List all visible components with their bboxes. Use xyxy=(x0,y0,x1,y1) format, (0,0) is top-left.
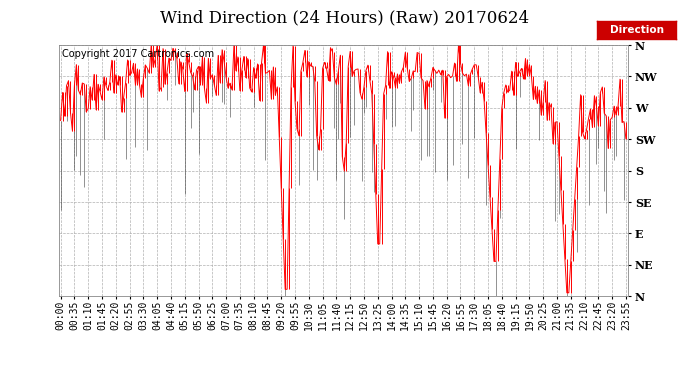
Text: Wind Direction (24 Hours) (Raw) 20170624: Wind Direction (24 Hours) (Raw) 20170624 xyxy=(161,9,529,26)
Text: Copyright 2017 Cartronics.com: Copyright 2017 Cartronics.com xyxy=(62,49,214,59)
Text: Direction: Direction xyxy=(609,26,664,35)
